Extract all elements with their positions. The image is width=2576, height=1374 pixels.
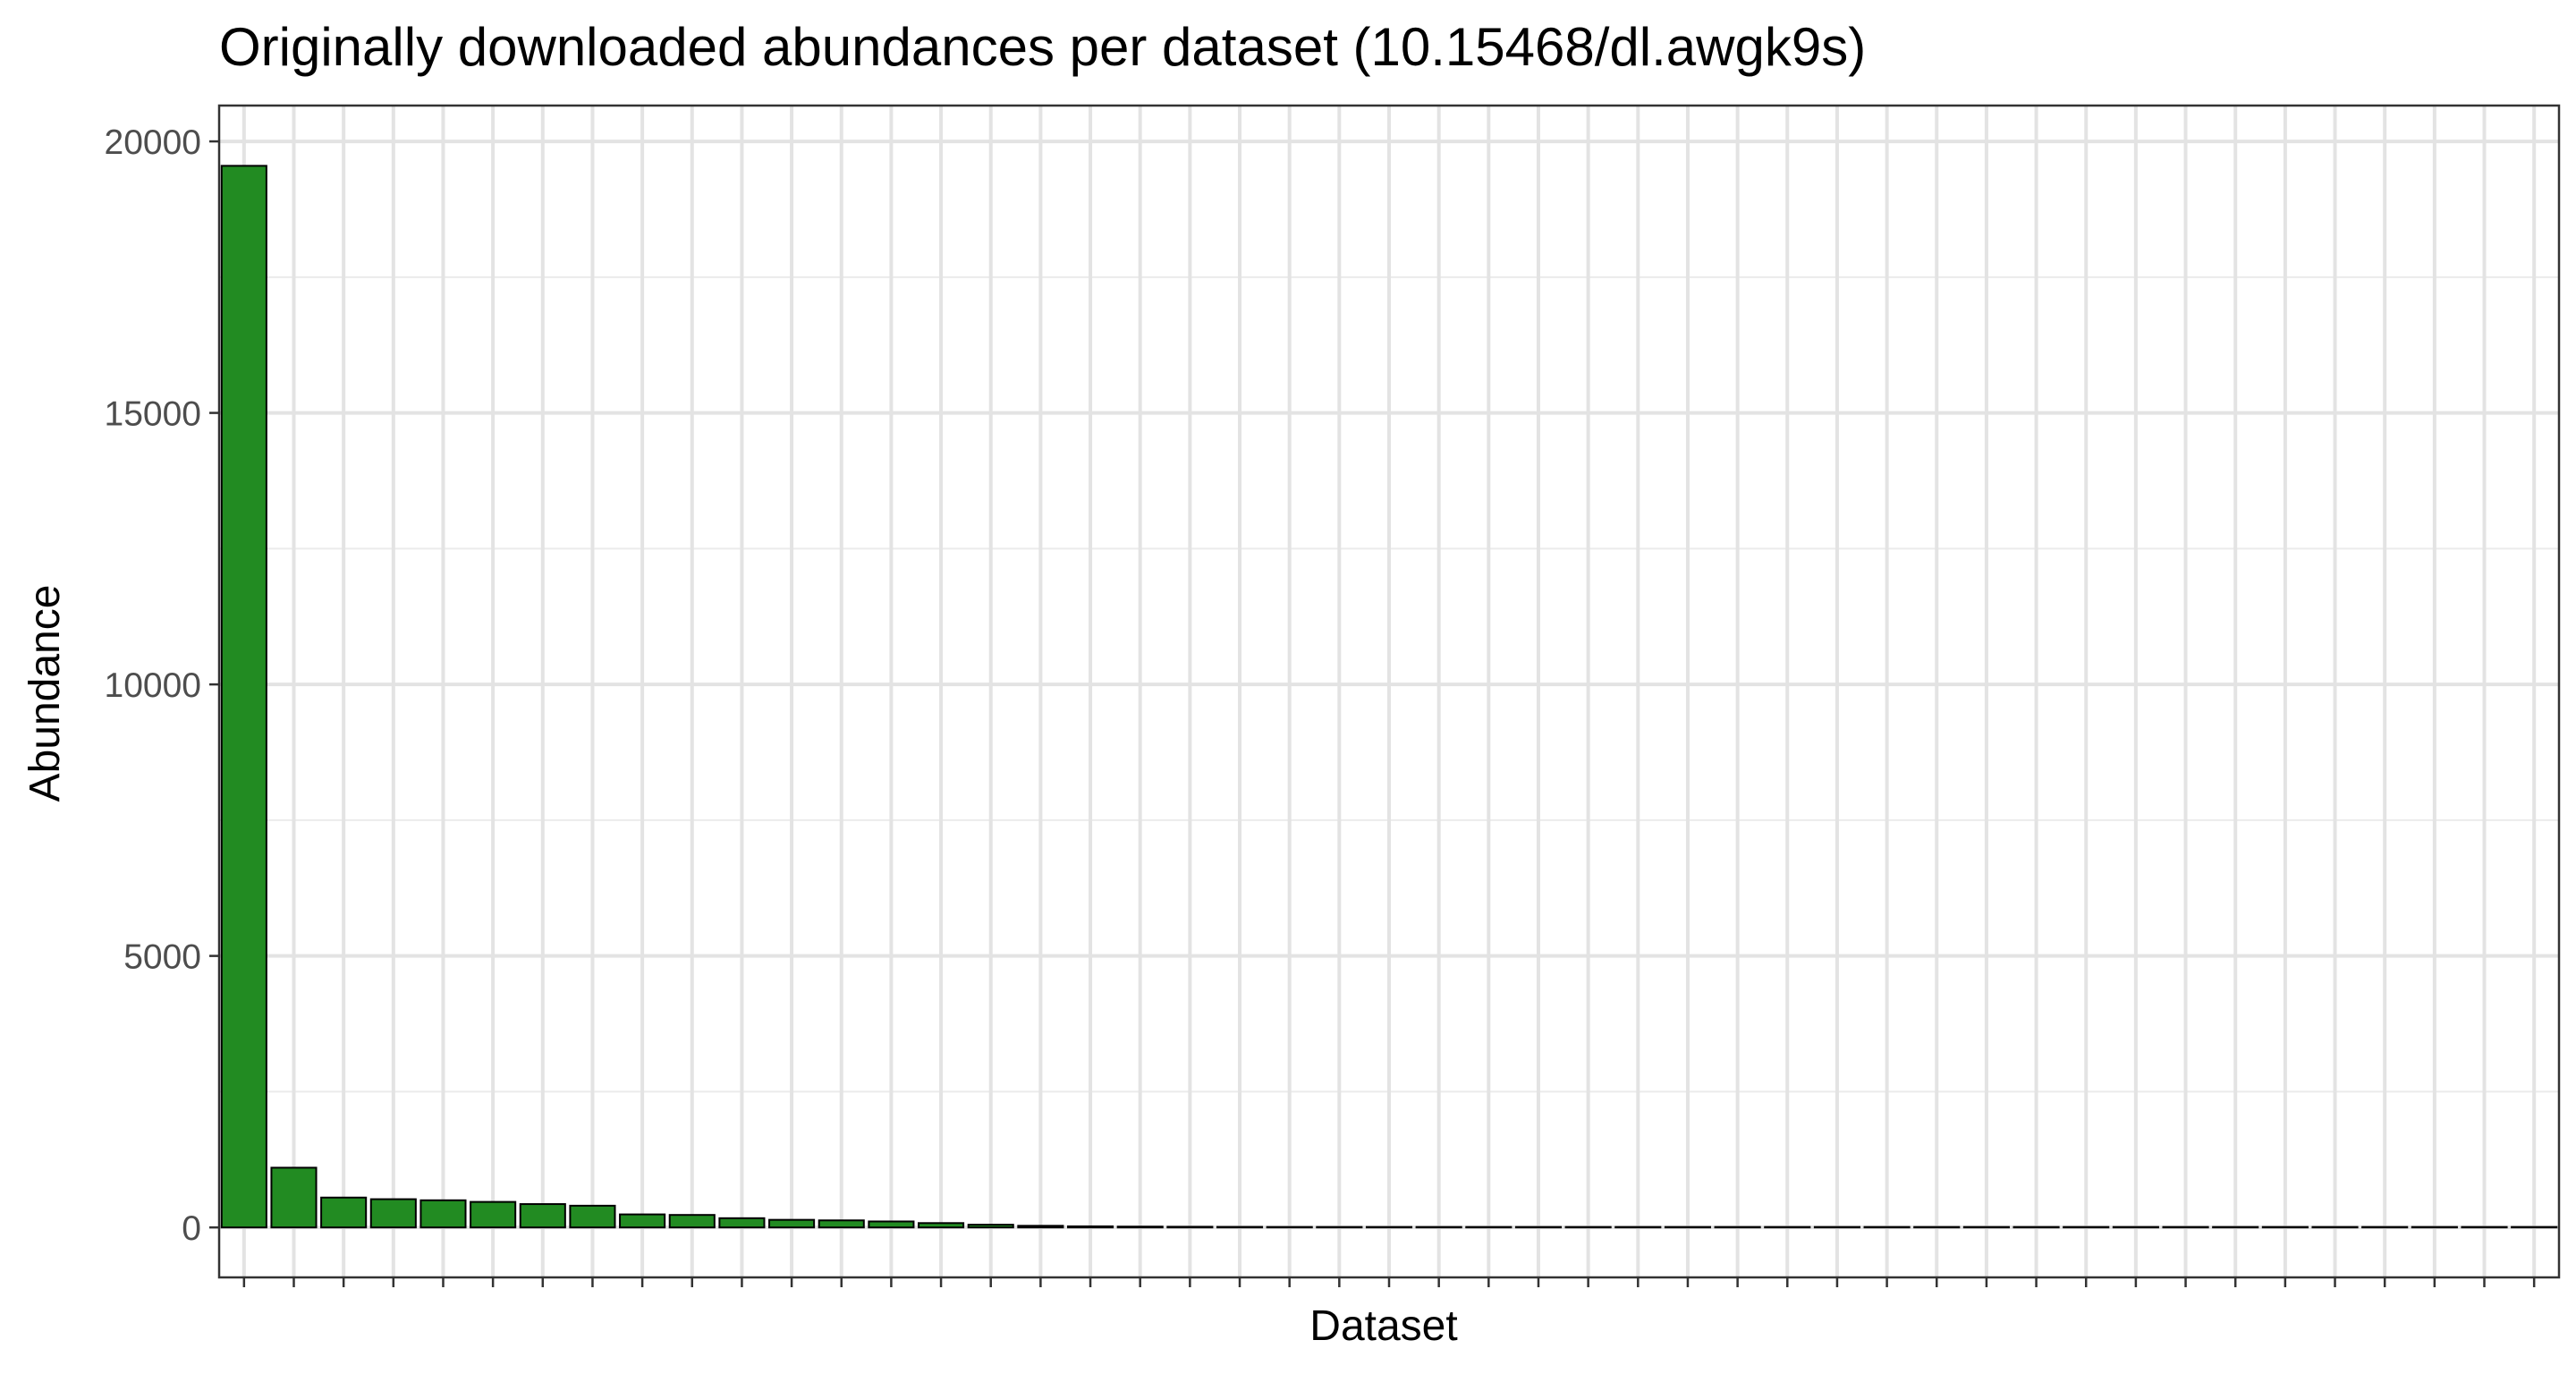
bar (2361, 1226, 2409, 1229)
bar (2112, 1226, 2159, 1229)
y-tick-label: 5000 (123, 938, 201, 977)
bar (2411, 1226, 2458, 1229)
bar (2511, 1226, 2558, 1229)
bar (918, 1222, 965, 1229)
bar (1266, 1226, 1313, 1229)
y-tick-label: 10000 (105, 666, 201, 705)
bar (2063, 1226, 2110, 1229)
bar (818, 1219, 865, 1229)
bar (519, 1203, 566, 1229)
bar (2212, 1226, 2259, 1229)
y-axis: 0 5000 10000 15000 20000 (105, 123, 2536, 1287)
bar (1664, 1226, 1712, 1229)
y-tick-label: 0 (182, 1209, 201, 1248)
bar (270, 1166, 318, 1229)
bar (220, 165, 267, 1229)
bar (2261, 1226, 2309, 1229)
bar (320, 1196, 368, 1229)
bar (569, 1204, 616, 1229)
x-axis-title: Dataset (1309, 1302, 1457, 1350)
bar (2162, 1226, 2209, 1229)
bar (470, 1200, 517, 1229)
bar (2012, 1226, 2060, 1229)
bar (619, 1213, 666, 1229)
y-tick-label: 15000 (105, 395, 201, 434)
bar (1365, 1226, 1413, 1229)
bar (1116, 1226, 1164, 1229)
bar (1216, 1226, 1264, 1229)
bar (369, 1198, 417, 1229)
bar (1316, 1226, 1363, 1229)
bar (1714, 1226, 1761, 1229)
bar (1564, 1226, 1612, 1229)
bar (1415, 1226, 1462, 1229)
bar (1813, 1226, 1860, 1229)
bar (2461, 1226, 2508, 1229)
bar (1514, 1226, 1563, 1229)
bar (967, 1224, 1014, 1229)
y-tick-label: 20000 (105, 123, 201, 162)
bar (2311, 1226, 2359, 1229)
bar (1863, 1226, 1911, 1229)
bar (718, 1217, 766, 1229)
bar (1017, 1225, 1064, 1229)
bar (1913, 1226, 1961, 1229)
y-axis-title: Abundance (21, 585, 69, 802)
chart-title: Originally downloaded abundances per dat… (219, 17, 1866, 77)
bar (1614, 1226, 1662, 1229)
bar (1066, 1225, 1114, 1229)
bar (1962, 1226, 2010, 1229)
bar (668, 1214, 716, 1229)
bar (1166, 1226, 1214, 1229)
plot-panel (217, 104, 2561, 1279)
bar (1465, 1226, 1513, 1229)
bar (419, 1199, 467, 1229)
bar (868, 1220, 915, 1229)
bar (768, 1218, 816, 1229)
bar (1764, 1226, 1811, 1229)
